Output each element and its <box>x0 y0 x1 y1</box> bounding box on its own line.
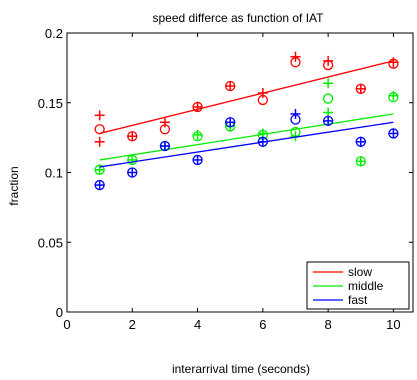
x-tick-label: 4 <box>194 317 201 332</box>
x-tick-label: 10 <box>386 317 400 332</box>
fit-line-fast <box>99 121 394 168</box>
plus-point-slow <box>192 101 203 112</box>
y-tick-label: 0.05 <box>38 235 63 250</box>
x-axis-label: interarrival time (seconds) <box>172 362 310 376</box>
x-tick-label: 8 <box>325 317 332 332</box>
plus-point-fast <box>323 115 334 126</box>
plus-point-fast <box>290 108 301 119</box>
series-slow <box>94 51 399 147</box>
plus-point-slow <box>159 117 170 128</box>
x-tick-label: 0 <box>63 317 70 332</box>
chart-title: speed differce as function of IAT <box>153 11 325 25</box>
plus-point-fast <box>355 136 366 147</box>
plus-point-slow <box>323 55 334 66</box>
plus-point-fast <box>257 136 268 147</box>
legend-label-middle: middle <box>348 279 384 293</box>
fit-line-slow <box>99 60 394 135</box>
plus-point-slow <box>127 131 138 142</box>
plus-point-fast <box>159 140 170 151</box>
plus-point-slow <box>388 57 399 68</box>
y-tick-label: 0.2 <box>45 26 63 41</box>
series-fast <box>94 108 399 191</box>
y-tick-label: 0.1 <box>45 166 63 181</box>
plus-point-middle <box>355 156 366 167</box>
plus-point-slow <box>290 51 301 62</box>
legend-label-slow: slow <box>348 265 372 279</box>
plus-point-fast <box>127 167 138 178</box>
circle-point-slow <box>94 124 105 135</box>
fit-line-middle <box>99 113 394 161</box>
plus-point-slow <box>225 81 236 92</box>
plus-point-middle <box>388 90 399 101</box>
circle-point-middle <box>322 93 334 104</box>
plus-point-slow <box>355 83 366 94</box>
plus-point-slow <box>94 110 105 121</box>
plus-point-fast <box>94 180 105 191</box>
plus-point-fast <box>192 154 203 165</box>
plus-point-middle <box>192 129 203 140</box>
plus-point-fast <box>225 117 236 128</box>
legend-label-fast: fast <box>348 293 368 307</box>
y-tick-label: 0.15 <box>38 96 63 111</box>
x-tick-label: 2 <box>129 317 136 332</box>
plus-point-slow <box>94 136 105 147</box>
plus-point-slow <box>257 87 268 98</box>
plus-point-middle <box>127 154 138 165</box>
plus-point-fast <box>388 128 399 139</box>
y-tick-label: 0 <box>56 305 63 320</box>
x-tick-label: 6 <box>259 317 266 332</box>
y-axis-label: fraction <box>7 166 21 205</box>
plus-point-middle <box>323 78 334 89</box>
